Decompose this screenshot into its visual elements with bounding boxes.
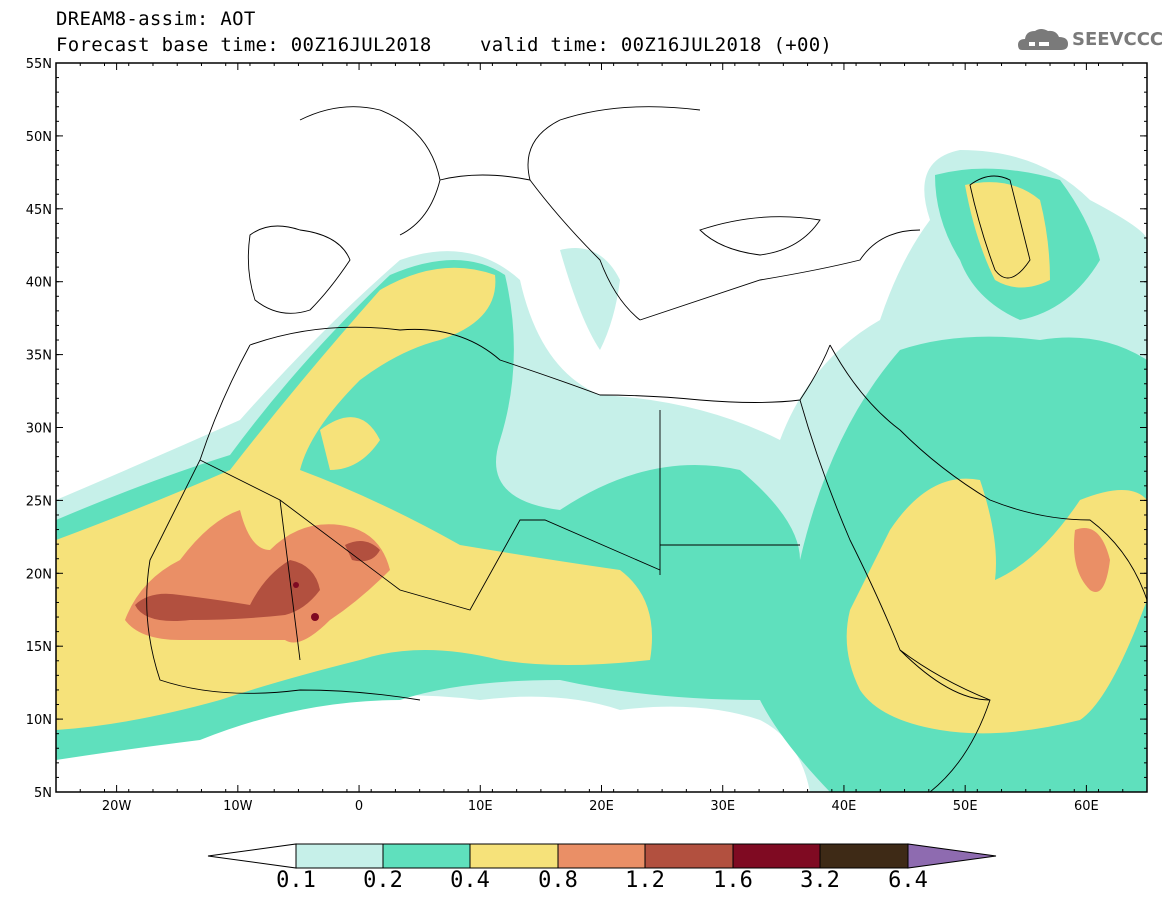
tick-label: 60E	[1074, 799, 1099, 814]
axis-ticks: 55N 50N 45N 40N 35N 30N 25N 20N 15N 10N 5N 20W 10W 0 1…	[26, 57, 1148, 814]
aot-band-1.6	[311, 613, 319, 621]
colorbar-label: 3.2	[800, 868, 840, 893]
colorbar-swatch	[732, 843, 821, 869]
colorbar-swatch	[382, 843, 471, 869]
colorbar-label: 1.2	[625, 868, 665, 893]
tick-label: 20N	[26, 567, 52, 582]
tick-label: 45N	[26, 203, 52, 218]
tick-label: 30N	[26, 422, 52, 437]
valid-time: valid time: 00Z16JUL2018 (+00)	[480, 34, 833, 56]
tick-label: 10N	[26, 713, 52, 728]
colorbar-label: 1.6	[713, 868, 753, 893]
colorbar-label: 6.4	[888, 868, 928, 893]
aot-shading	[56, 63, 1147, 792]
tick-label: 25N	[26, 494, 52, 509]
colorbar-swatch	[295, 843, 384, 869]
colorbar	[207, 843, 997, 869]
tick-label: 50E	[953, 799, 978, 814]
tick-label: 0	[355, 799, 363, 814]
tick-label: 10W	[223, 799, 253, 814]
tick-label: 50N	[26, 130, 52, 145]
tick-label: 15N	[26, 640, 52, 655]
colorbar-label: 0.2	[363, 868, 403, 893]
colorbar-swatch	[557, 843, 646, 869]
map-title: DREAM8-assim: AOT	[56, 8, 256, 30]
tick-label: 40N	[26, 276, 52, 291]
cloud-icon	[1018, 29, 1068, 50]
tick-label: 40E	[832, 799, 857, 814]
colorbar-swatch	[819, 843, 909, 869]
colorbar-label: 0.4	[450, 868, 490, 893]
tick-label: 10E	[468, 799, 493, 814]
tick-label: 35N	[26, 349, 52, 364]
tick-label: 20E	[589, 799, 614, 814]
seevccc-logo: SEEVCCC	[1072, 29, 1164, 50]
tick-label: 30E	[710, 799, 735, 814]
tick-label: 20W	[102, 799, 132, 814]
colorbar-label: 0.8	[538, 868, 578, 893]
colorbar-low-arrow	[207, 843, 297, 869]
colorbar-high-arrow	[907, 843, 997, 869]
colorbar-swatch	[644, 843, 734, 869]
aot-band-1.2	[135, 560, 320, 621]
colorbar-label: 0.1	[276, 868, 316, 893]
tick-label: 5N	[34, 786, 52, 801]
coastlines	[146, 106, 1147, 792]
forecast-base-time: Forecast base time: 00Z16JUL2018	[56, 34, 432, 56]
tick-label: 55N	[26, 57, 52, 72]
colorbar-swatch	[469, 843, 559, 869]
